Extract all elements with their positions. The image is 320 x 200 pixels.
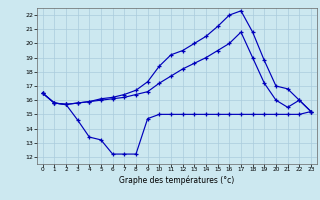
X-axis label: Graphe des températures (°c): Graphe des températures (°c) bbox=[119, 175, 235, 185]
